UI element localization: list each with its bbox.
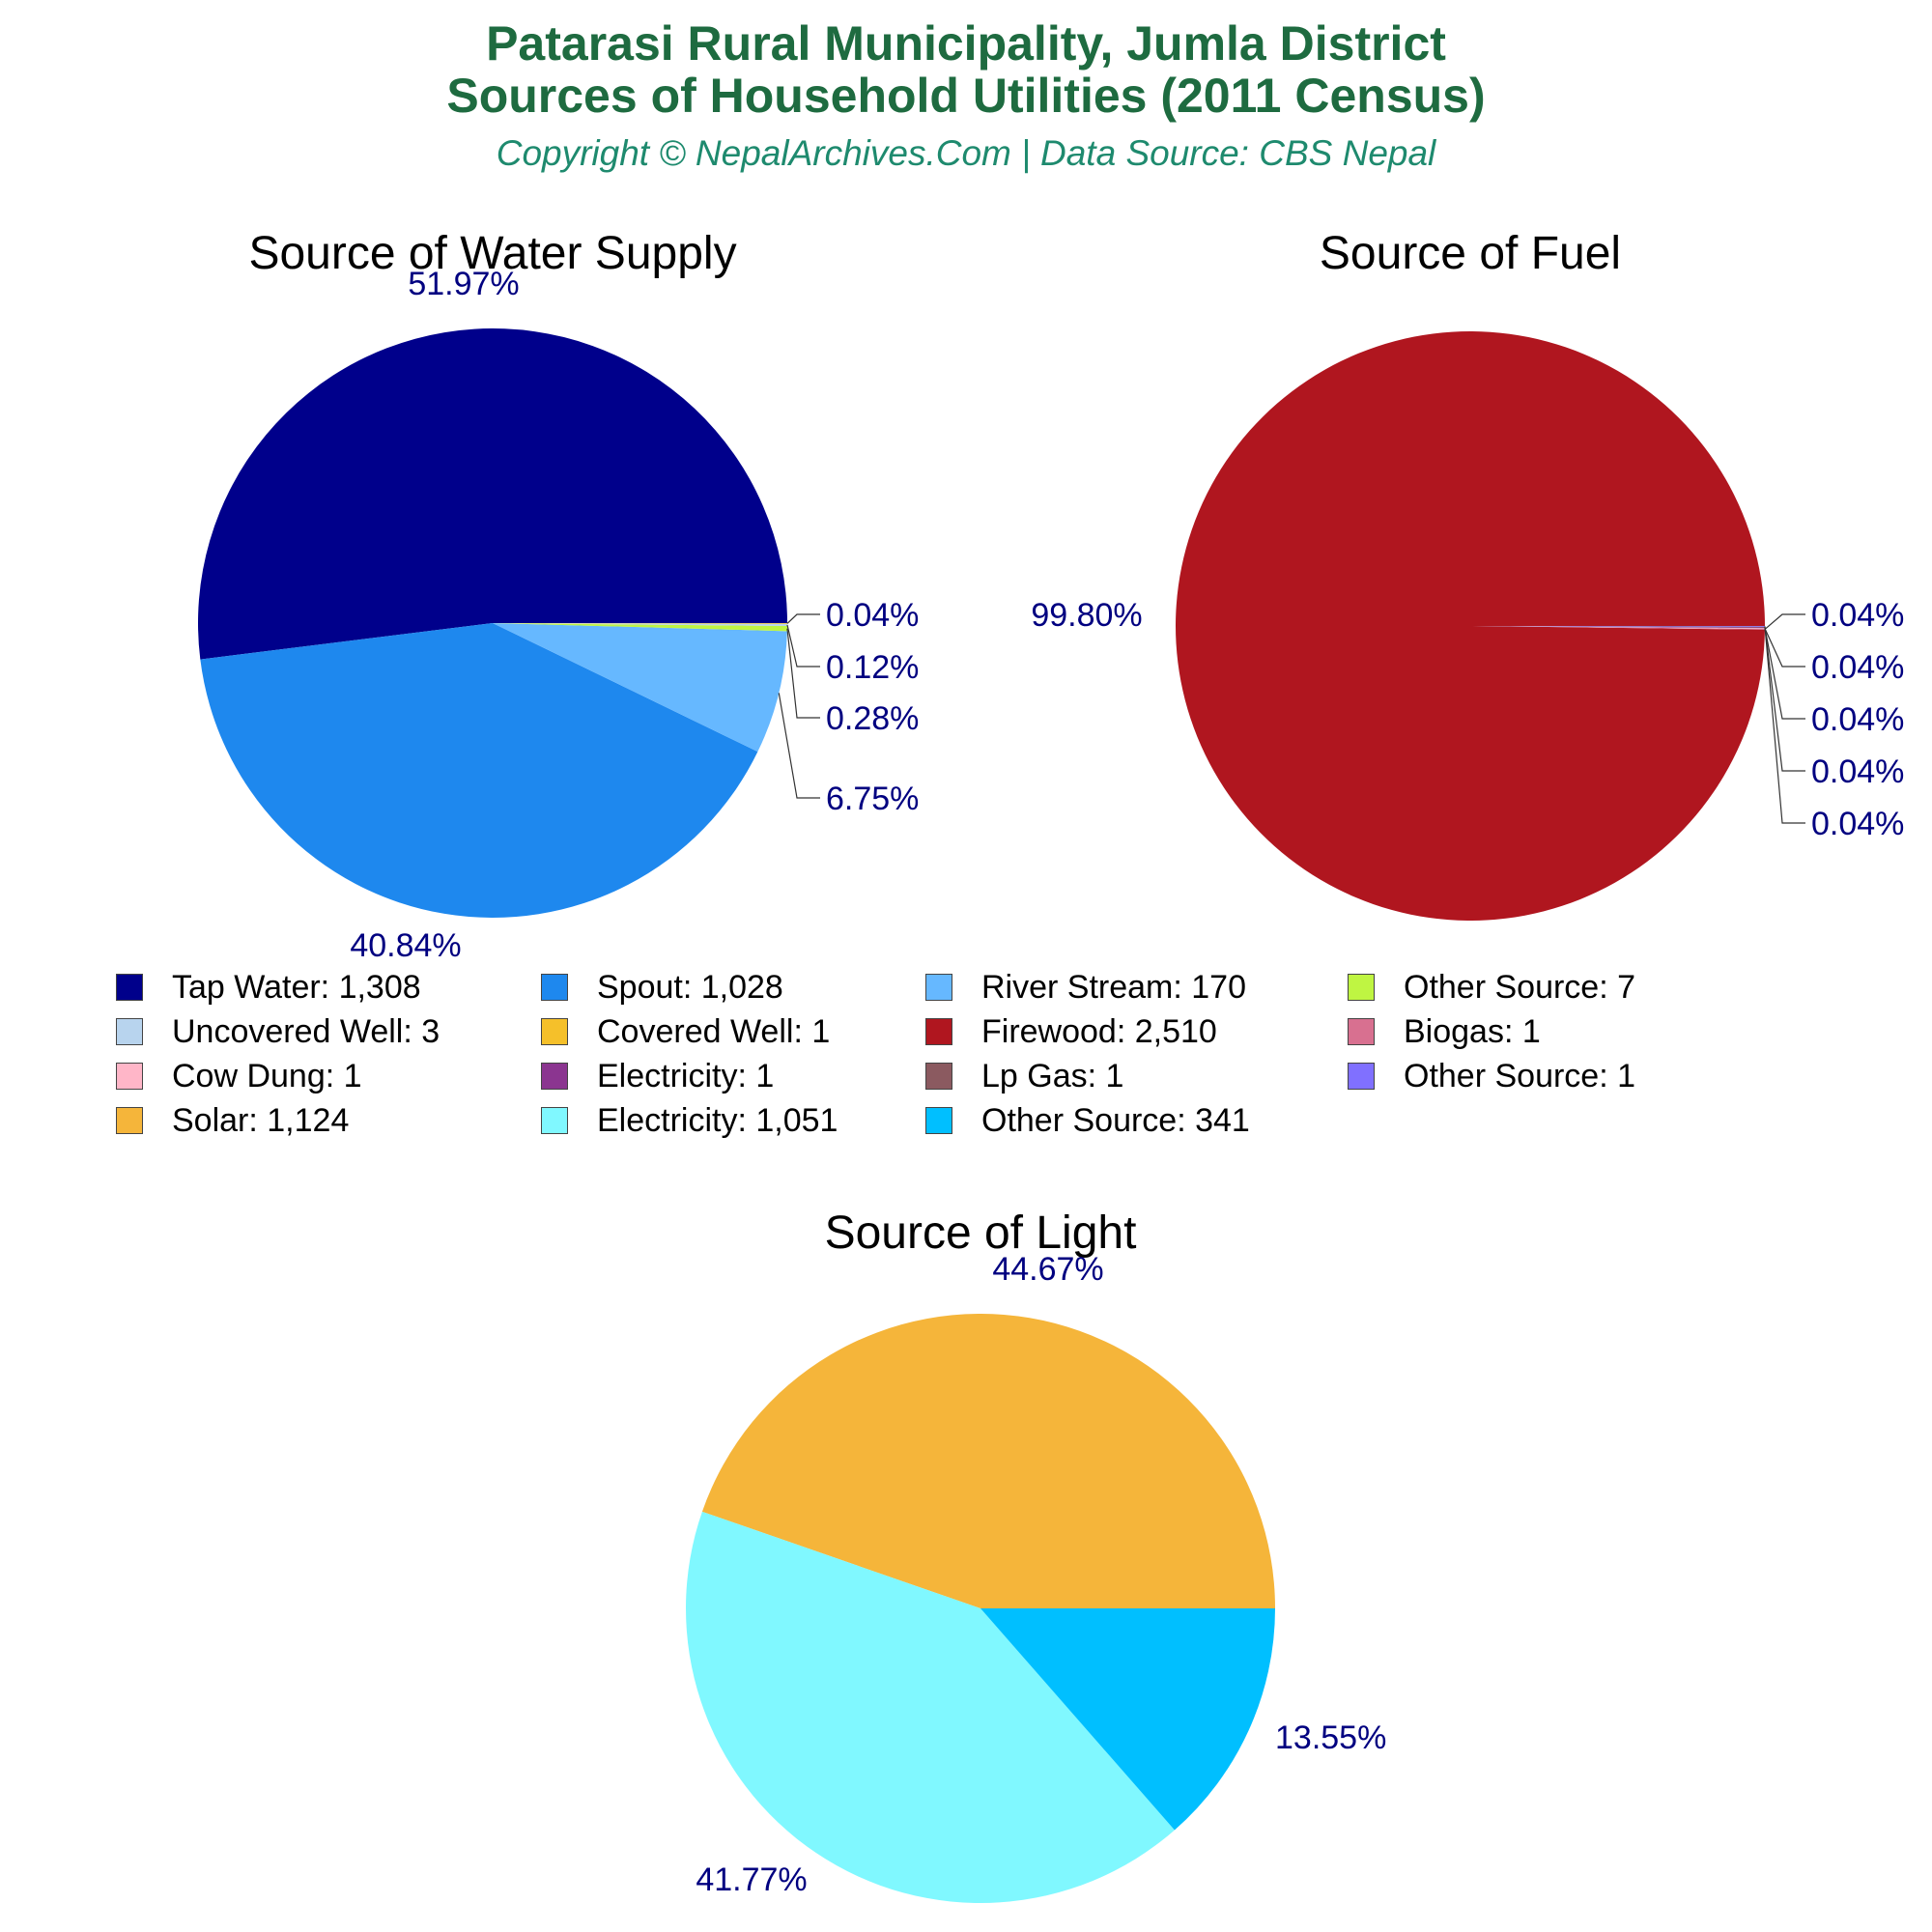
leader-line	[786, 613, 820, 624]
pie-slice-solar	[701, 1313, 1275, 1608]
pie-title-source-of-light: Source of Light	[825, 1208, 1137, 1259]
pie-label-uncovered-well: 0.12%	[826, 649, 919, 686]
pie-slice-cow-dung	[1470, 626, 1765, 630]
leader-line	[778, 693, 820, 799]
leader-line	[786, 628, 820, 719]
leader-line	[1764, 627, 1805, 720]
leader-line	[786, 624, 820, 668]
pie-label-lp-gas: 0.04%	[1811, 753, 1904, 790]
subtitle: Copyright © NepalArchives.Com | Data Sou…	[496, 133, 1436, 173]
pie-label-other-source: 0.28%	[826, 700, 919, 737]
pie-slice-river-stream	[493, 623, 787, 753]
pie-slice-firewood	[1175, 331, 1765, 922]
pie-label-covered-well: 0.04%	[826, 597, 919, 634]
pie-label-biogas: 0.04%	[1811, 597, 1904, 634]
pie-label-firewood: 99.80%	[1031, 597, 1142, 634]
pie-slice-electricity	[686, 1511, 1175, 1903]
pie-slice-covered-well	[493, 623, 787, 624]
leader-line	[1764, 626, 1805, 824]
chart-header: Patarasi Rural Municipality, Jumla Distr…	[0, 0, 1932, 174]
pie-label-cow-dung: 0.04%	[1811, 649, 1904, 686]
pie-slice-tap-water	[197, 327, 787, 660]
leader-line	[1764, 613, 1805, 630]
pie-slice-biogas	[1470, 626, 1765, 630]
leader-line	[1764, 627, 1805, 772]
pie-title-source-of-water-supply: Source of Water Supply	[248, 228, 736, 279]
pie-slice-lp-gas	[1470, 626, 1765, 628]
pie-slice-electricity	[1470, 626, 1765, 629]
pie-label-river-stream: 6.75%	[826, 781, 919, 817]
main-title-line-1: Patarasi Rural Municipality, Jumla Distr…	[486, 16, 1446, 71]
leader-line	[1764, 628, 1805, 668]
pie-slice-other-source	[493, 623, 787, 632]
pie-label-electricity: 0.04%	[1811, 701, 1904, 738]
pie-label-other-source: 13.55%	[1275, 1719, 1386, 1756]
main-title-line-2: Sources of Household Utilities (2011 Cen…	[446, 69, 1486, 123]
pie-label-solar: 44.67%	[992, 1251, 1103, 1288]
pie-slice-other-source	[980, 1608, 1275, 1831]
pie-label-tap-water: 51.97%	[408, 266, 519, 302]
pie-label-electricity: 41.77%	[696, 1861, 807, 1898]
pie-slice-other-source	[1470, 626, 1765, 627]
pie-title-source-of-fuel: Source of Fuel	[1320, 228, 1621, 279]
pie-label-other-source: 0.04%	[1811, 806, 1904, 842]
pie-label-spout: 40.84%	[350, 927, 461, 964]
pie-slice-spout	[200, 623, 758, 918]
pie-slice-uncovered-well	[493, 623, 787, 627]
